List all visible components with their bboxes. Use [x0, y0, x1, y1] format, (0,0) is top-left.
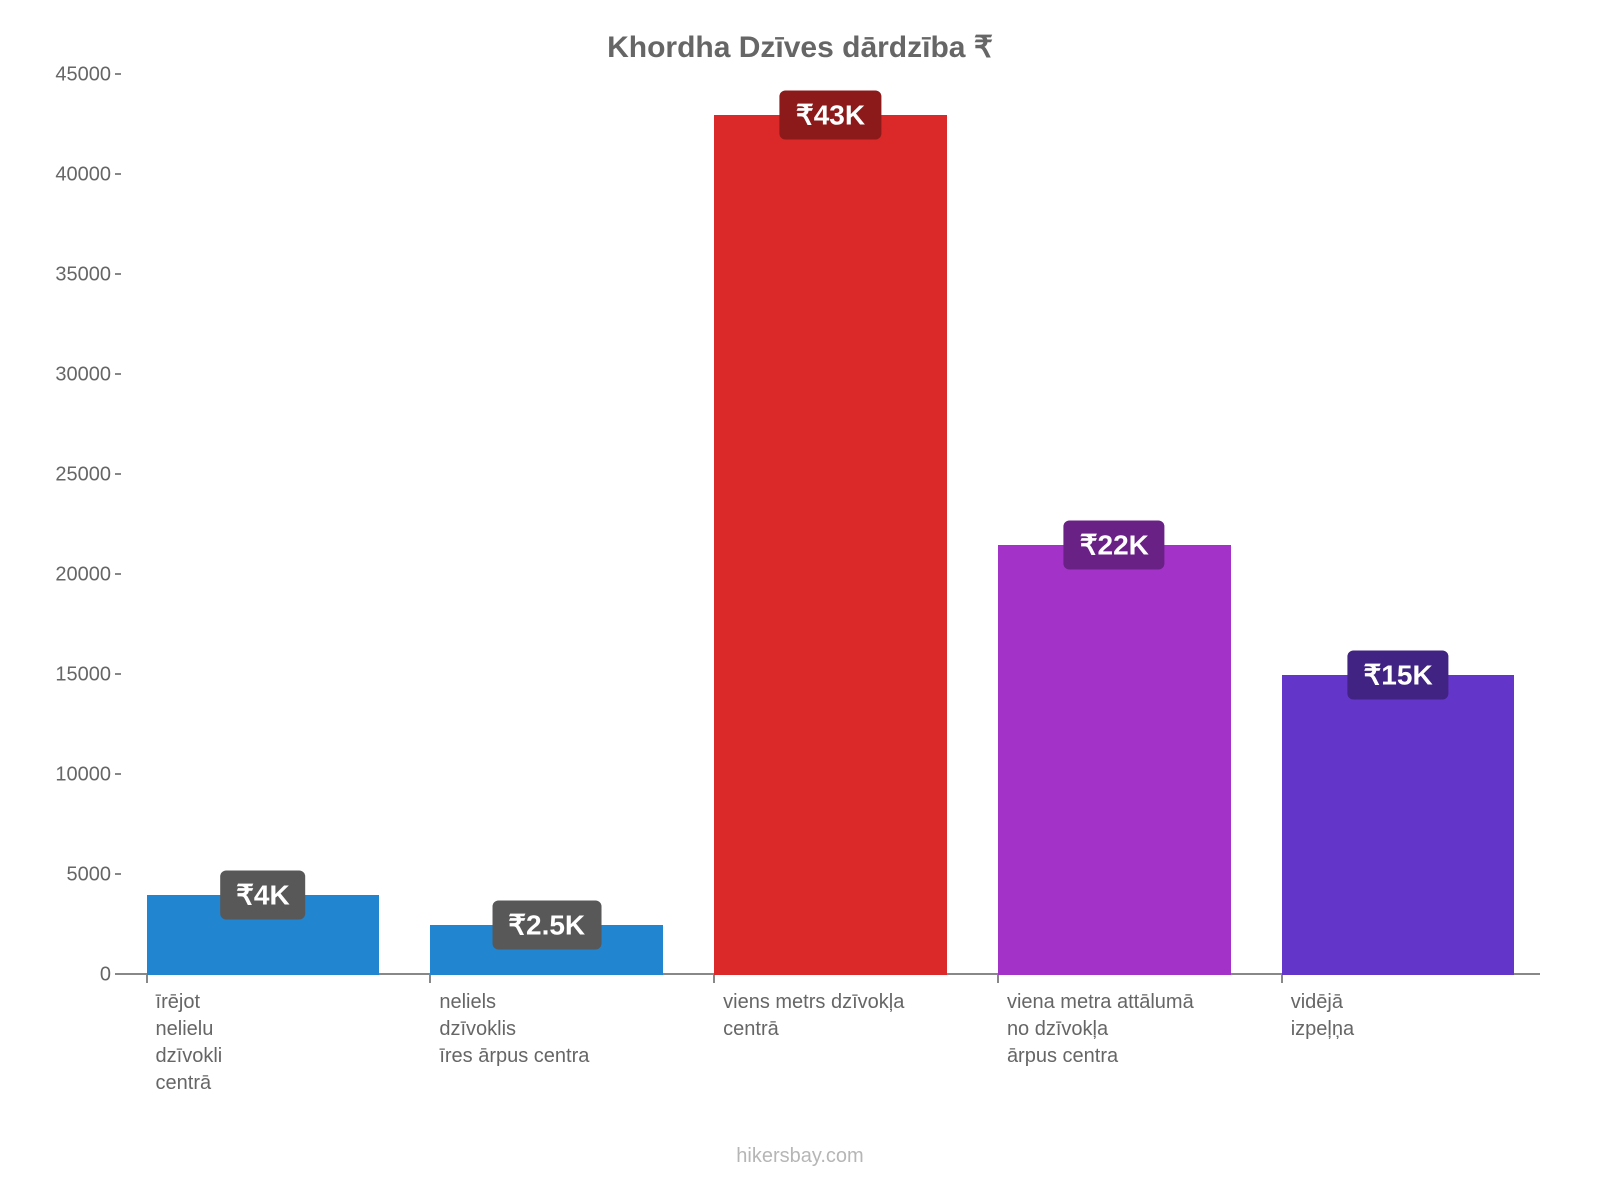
- y-tick-mark: [115, 273, 121, 275]
- y-tick-label: 20000: [41, 564, 111, 587]
- bar-value-label: ₹43K: [780, 91, 881, 140]
- bar-value-label: ₹4K: [220, 871, 306, 920]
- bar-value-label: ₹2.5K: [492, 901, 601, 950]
- x-tick-mark: [713, 975, 715, 983]
- plot-area: ₹4K₹2.5K₹43K₹22K₹15K 0500010000150002000…: [120, 75, 1540, 975]
- y-tick-label: 0: [41, 964, 111, 987]
- y-tick-mark: [115, 373, 121, 375]
- y-tick-mark: [115, 173, 121, 175]
- y-tick-mark: [115, 73, 121, 75]
- x-axis-labels: īrējot nelielu dzīvokli centrāneliels dz…: [120, 975, 1540, 1135]
- x-tick-mark: [429, 975, 431, 983]
- bar: ₹2.5K: [430, 925, 663, 975]
- chart-container: Khordha Dzīves dārdzība ₹ ₹4K₹2.5K₹43K₹2…: [0, 0, 1600, 1200]
- x-tick-mark: [1281, 975, 1283, 983]
- bars-group: ₹4K₹2.5K₹43K₹22K₹15K: [121, 75, 1540, 975]
- x-axis-label: vidējā izpeļņa: [1291, 989, 1564, 1043]
- y-tick-label: 15000: [41, 664, 111, 687]
- x-tick-mark: [146, 975, 148, 983]
- bar-value-label: ₹22K: [1064, 521, 1165, 570]
- y-tick-mark: [115, 473, 121, 475]
- y-tick-label: 35000: [41, 264, 111, 287]
- y-tick-mark: [115, 573, 121, 575]
- y-tick-mark: [115, 773, 121, 775]
- x-axis-label: neliels dzīvoklis īres ārpus centra: [439, 989, 712, 1070]
- y-tick-label: 5000: [41, 864, 111, 887]
- y-tick-mark: [115, 873, 121, 875]
- bar-value-label: ₹15K: [1347, 651, 1448, 700]
- chart-title: Khordha Dzīves dārdzība ₹: [40, 30, 1560, 65]
- y-tick-label: 30000: [41, 364, 111, 387]
- y-tick-label: 45000: [41, 64, 111, 87]
- x-axis-label: īrējot nelielu dzīvokli centrā: [156, 989, 429, 1097]
- y-tick-label: 10000: [41, 764, 111, 787]
- chart-footer: hikersbay.com: [40, 1145, 1560, 1168]
- x-tick-mark: [997, 975, 999, 983]
- bar: ₹43K: [714, 115, 947, 975]
- bar: ₹22K: [998, 545, 1231, 975]
- bar: ₹4K: [147, 895, 380, 975]
- y-tick-mark: [115, 673, 121, 675]
- y-tick-label: 25000: [41, 464, 111, 487]
- y-tick-label: 40000: [41, 164, 111, 187]
- x-axis-label: viena metra attālumā no dzīvokļa ārpus c…: [1007, 989, 1280, 1070]
- bar: ₹15K: [1282, 675, 1515, 975]
- x-axis-label: viens metrs dzīvokļa centrā: [723, 989, 996, 1043]
